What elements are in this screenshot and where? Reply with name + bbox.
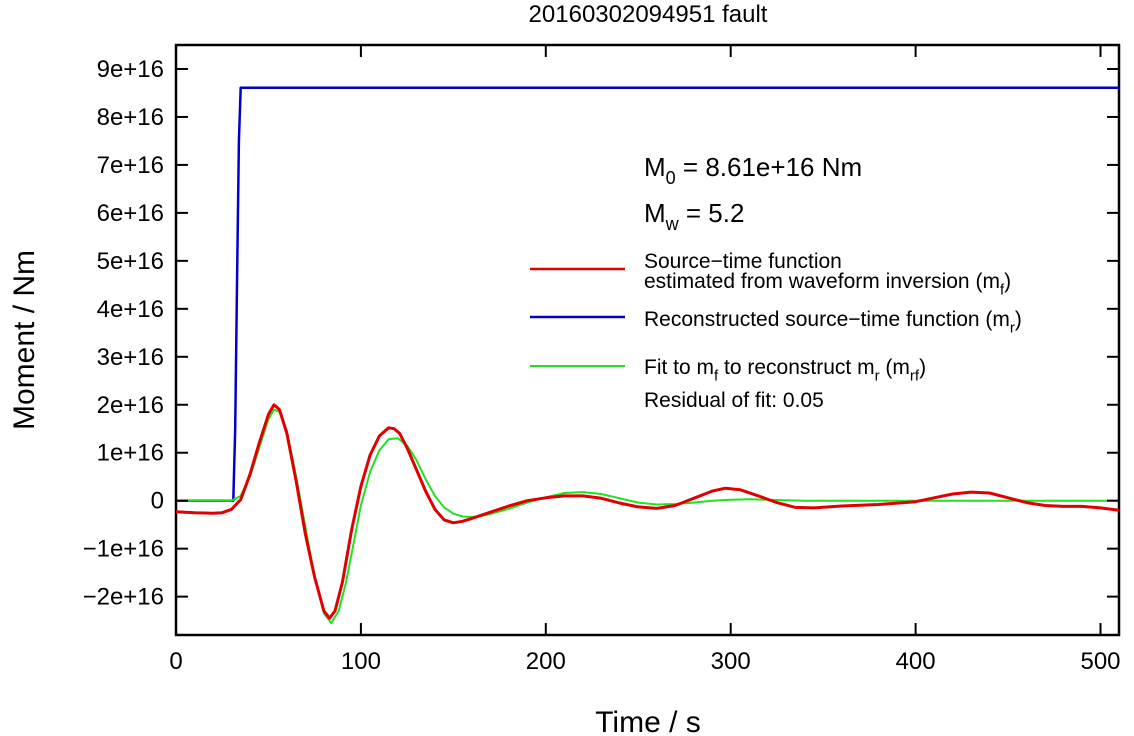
- legend-label-source-time-1: Source−time function: [644, 250, 842, 273]
- mw-annotation: Mw​ = 5.2: [644, 198, 744, 234]
- series-line-1: [175, 403, 1120, 620]
- y-tick-label: −2e+16: [83, 584, 164, 611]
- plot-frame: [174, 43, 1121, 637]
- x-axis-label: Time / s: [595, 706, 701, 736]
- series-line-2: [176, 86, 1119, 502]
- x-tick-label: 300: [711, 648, 751, 675]
- x-tick-label: 500: [1080, 648, 1120, 675]
- m0-annotation: M0​ = 8.61e+16 Nm: [644, 152, 862, 188]
- y-tick-label: 5e+16: [97, 248, 164, 275]
- y-tick-label: 7e+16: [97, 152, 164, 179]
- chart-title: 20160302094951 fault: [529, 1, 768, 28]
- y-tick-label: 1e+16: [97, 440, 164, 467]
- y-axis-label: Moment / Nm: [8, 250, 41, 430]
- legend-label-fit: Fit to mf​ to reconstruct mr​ (mrf​): [644, 356, 926, 384]
- residual-annotation: Residual of fit: 0.05: [644, 389, 824, 412]
- y-tick-label: 0: [151, 488, 164, 515]
- x-tick-label: 200: [526, 648, 566, 675]
- x-tick-label: 100: [341, 648, 381, 675]
- y-tick-label: 2e+16: [97, 392, 164, 419]
- y-tick-label: 3e+16: [97, 344, 164, 371]
- legend-label-source-time-2: estimated from waveform inversion (mf​): [644, 270, 1011, 298]
- y-tick-label: 8e+16: [97, 104, 164, 131]
- x-tick-label: 0: [169, 648, 182, 675]
- y-tick-label: 9e+16: [97, 56, 164, 83]
- y-tick-label: 4e+16: [97, 296, 164, 323]
- x-tick-label: 400: [896, 648, 936, 675]
- y-tick-label: −1e+16: [83, 536, 164, 563]
- y-tick-label: 6e+16: [97, 200, 164, 227]
- legend-label-reconstructed: Reconstructed source−time function (mr​): [644, 308, 1022, 336]
